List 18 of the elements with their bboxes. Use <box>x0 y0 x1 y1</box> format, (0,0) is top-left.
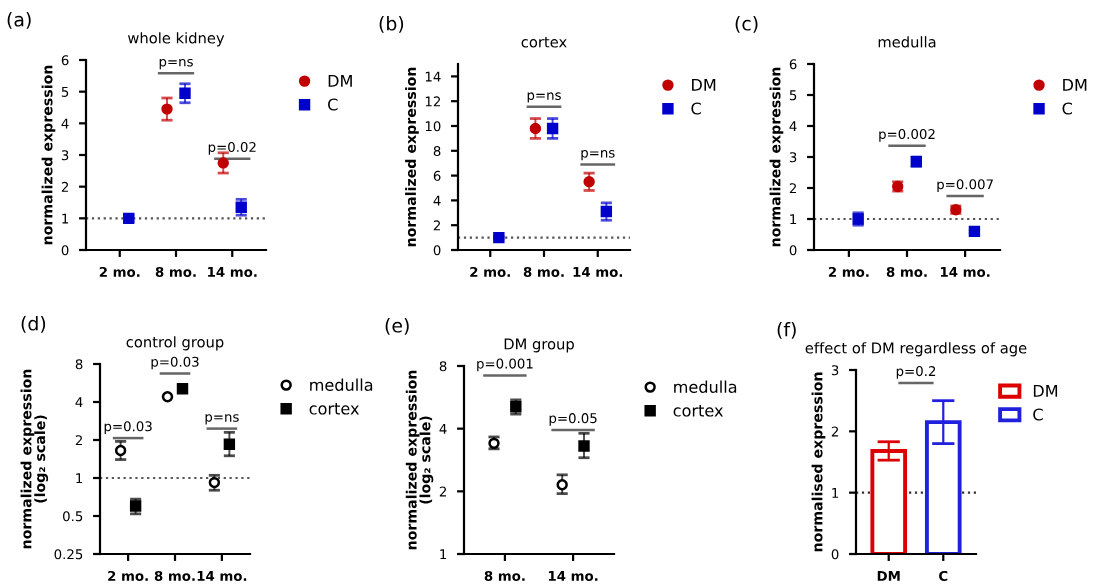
legend-label: medulla <box>310 378 373 391</box>
text: (c) <box>735 16 758 33</box>
text: (a) <box>7 12 31 29</box>
legend-label: C <box>691 102 701 115</box>
legend-label: DM <box>692 79 716 91</box>
text: (f) <box>777 322 796 339</box>
legend-label: C <box>1062 102 1072 115</box>
text: (b) <box>379 16 404 33</box>
legend-label: DM <box>1063 79 1087 91</box>
text: (e) <box>385 318 409 335</box>
legend-label: cortex <box>309 403 360 415</box>
text: (d) <box>21 316 46 333</box>
legend-label: C <box>1033 408 1043 421</box>
legend-label: C <box>328 98 338 111</box>
legend-label: DM <box>328 75 352 87</box>
legend-label: cortex <box>673 405 724 417</box>
legend-label: medulla <box>674 380 737 393</box>
legend-label: DM <box>1033 385 1058 397</box>
